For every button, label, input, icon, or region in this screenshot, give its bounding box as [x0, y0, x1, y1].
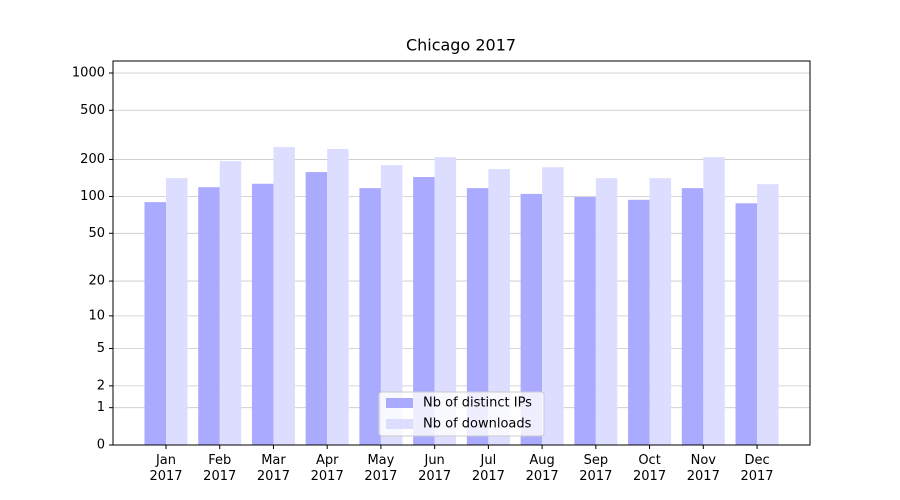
bar: [413, 177, 435, 445]
x-tick-label: Oct 2017: [633, 453, 667, 484]
bar: [305, 172, 328, 445]
bar: [595, 178, 618, 445]
bar: [649, 178, 672, 445]
bar: [166, 178, 188, 445]
bar: [628, 199, 650, 445]
legend-box: [378, 391, 545, 437]
bar: [735, 203, 758, 445]
legend: Nb of distinct IPs Nb of downloads: [378, 391, 545, 437]
bar: [434, 157, 457, 445]
x-tick-label: Aug 2017: [525, 453, 559, 484]
bar: [574, 197, 596, 445]
y-tick-label: 2: [97, 378, 105, 393]
x-tick-label: Mar 2017: [256, 453, 290, 484]
bar: [219, 161, 242, 445]
y-tick-label: 200: [80, 152, 105, 167]
y-tick-label: 500: [80, 103, 105, 118]
bar: [198, 187, 220, 445]
bar: [327, 149, 349, 446]
x-tick-label: Dec 2017: [740, 453, 774, 484]
y-tick-label: 100: [80, 189, 105, 204]
x-tick-label: Sep 2017: [579, 453, 613, 484]
legend-swatch: [386, 398, 413, 408]
x-tick-label: Jan 2017: [149, 453, 183, 484]
x-tick-label: May 2017: [364, 453, 398, 484]
legend-label: Nb of distinct IPs: [423, 396, 532, 411]
chart-title: Chicago 2017: [406, 36, 516, 55]
x-tick-label: Jul 2017: [471, 453, 505, 484]
bar: [542, 167, 564, 446]
bar: [703, 157, 725, 445]
x-tick-label: Feb 2017: [203, 453, 237, 484]
y-tick-label: 1: [97, 400, 105, 415]
bar: [520, 193, 543, 445]
x-tick-label: Jun 2017: [418, 453, 452, 484]
plot-frame: [112, 60, 811, 446]
bar: [380, 165, 403, 445]
x-tick-label: Apr 2017: [310, 453, 344, 484]
y-tick-label: 50: [88, 226, 105, 241]
legend-label: Nb of downloads: [423, 417, 532, 432]
bar: [251, 183, 274, 446]
bar: [144, 202, 166, 445]
y-tick-label: 0: [97, 438, 105, 453]
y-tick-label: 1000: [72, 66, 105, 81]
x-tick-label: Nov 2017: [686, 453, 720, 484]
bar: [359, 188, 381, 445]
bar: [273, 147, 295, 445]
bar: [466, 188, 489, 445]
bar: [488, 169, 510, 446]
bar: [757, 184, 779, 445]
bar: [681, 188, 704, 445]
y-tick-label: 20: [88, 274, 105, 289]
y-tick-label: 10: [88, 308, 105, 323]
legend-swatch: [386, 419, 413, 429]
y-tick-label: 5: [97, 341, 105, 356]
